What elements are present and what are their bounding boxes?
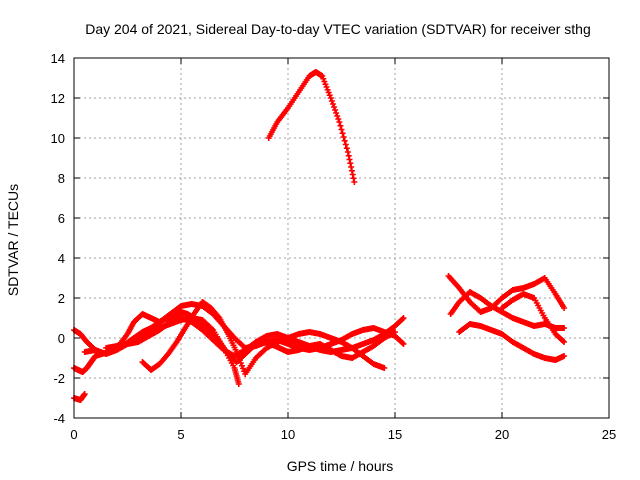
data-point <box>235 381 242 387</box>
data-series-track-10 <box>456 321 568 363</box>
data-point <box>561 305 568 311</box>
y-tick-label: 0 <box>58 331 65 346</box>
data-series-track-6 <box>71 391 88 403</box>
data-point <box>400 341 407 347</box>
data-point <box>399 340 406 346</box>
data-point <box>348 167 355 174</box>
y-tick-label: 6 <box>58 211 65 226</box>
data-series-track-8 <box>445 273 568 315</box>
data-series-track-7 <box>265 69 358 185</box>
y-tick-label: 10 <box>51 131 65 146</box>
data-point <box>335 116 342 122</box>
data-point <box>338 126 345 133</box>
data-point <box>349 171 356 178</box>
plot-frame <box>73 57 610 419</box>
data-point <box>333 110 340 116</box>
data-point <box>559 338 566 344</box>
data-point <box>344 149 351 155</box>
y-tick-label: 8 <box>58 171 65 186</box>
data-point <box>331 104 338 110</box>
data-series-track-5 <box>103 315 242 387</box>
data-point <box>561 353 568 359</box>
data-point <box>339 130 346 137</box>
data-point <box>351 179 358 185</box>
axis-ticks: 0 5 10 15 20 25 -4 -2 0 2 4 6 8 10 12 14 <box>51 51 617 442</box>
chart-title: Day 204 of 2021, Sidereal Day-to-day VTE… <box>85 21 591 37</box>
y-tick-label: 14 <box>51 51 65 66</box>
data-series-track-11 <box>499 291 568 345</box>
x-tick-label: 20 <box>495 427 509 442</box>
data-point <box>345 152 352 159</box>
data-point <box>81 391 88 397</box>
y-axis-label: SDTVAR / TECUs <box>5 184 21 296</box>
data-points <box>71 69 568 403</box>
data-point <box>399 316 406 322</box>
data-point <box>346 156 353 163</box>
x-axis-label: GPS time / hours <box>287 458 394 474</box>
data-point <box>337 122 344 129</box>
data-point <box>329 101 336 107</box>
data-point <box>561 325 568 331</box>
data-point <box>350 175 357 182</box>
data-point <box>561 339 568 345</box>
y-tick-label: -4 <box>53 411 65 426</box>
y-tick-label: 4 <box>58 251 65 266</box>
x-tick-label: 25 <box>602 427 616 442</box>
data-point <box>336 119 343 125</box>
data-point <box>327 95 334 101</box>
y-tick-label: 2 <box>58 291 65 306</box>
data-point <box>381 365 388 371</box>
data-point <box>343 145 350 152</box>
data-point <box>328 98 335 104</box>
data-point <box>341 137 348 144</box>
data-point <box>400 315 407 321</box>
x-tick-label: 0 <box>70 427 77 442</box>
x-tick-label: 10 <box>281 427 295 442</box>
data-point <box>392 329 398 335</box>
x-tick-label: 5 <box>177 427 184 442</box>
x-tick-label: 15 <box>388 427 402 442</box>
y-tick-label: 12 <box>51 91 65 106</box>
data-point <box>340 134 347 140</box>
data-point <box>342 141 349 148</box>
data-point <box>334 113 341 119</box>
y-tick-label: -2 <box>53 371 65 386</box>
data-point <box>347 160 354 167</box>
data-point <box>332 107 339 113</box>
data-point <box>348 164 355 170</box>
data-series-track-4 <box>139 299 388 377</box>
